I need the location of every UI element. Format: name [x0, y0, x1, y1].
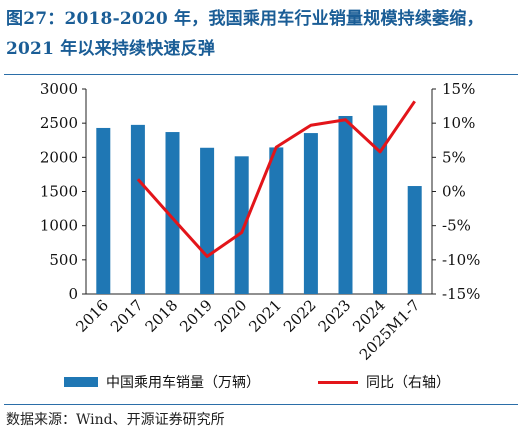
- legend: 中国乘用车销量（万辆） 同比（右轴）: [0, 372, 522, 394]
- left-axis-tick-label: 1500: [40, 183, 78, 201]
- left-axis-tick-label: 2500: [40, 114, 78, 132]
- bar: [407, 186, 422, 294]
- right-axis-tick-label: 15%: [442, 80, 475, 98]
- x-axis-tick-label: 2018: [142, 296, 182, 336]
- bar: [303, 133, 318, 294]
- yoy-line: [136, 100, 416, 258]
- right-axis-tick-label: -15%: [442, 285, 480, 303]
- right-axis-tick-label: 5%: [442, 148, 466, 166]
- right-axis-tick-label: 0%: [442, 183, 466, 201]
- legend-label-bars: 中国乘用车销量（万辆）: [106, 375, 260, 391]
- legend-item-line: 同比（右轴）: [318, 372, 450, 392]
- x-axis-tick-label: 2022: [280, 296, 320, 336]
- x-axis-tick-label: 2023: [315, 296, 355, 336]
- x-axis-tick-label: 2020: [211, 296, 251, 336]
- title-divider: [4, 74, 518, 75]
- bar: [130, 124, 145, 294]
- source-divider: [4, 404, 518, 405]
- x-axis-tick-label: 2021: [245, 296, 285, 336]
- left-axis-tick-label: 500: [49, 251, 78, 269]
- bar: [96, 127, 111, 294]
- right-axis-tick-label: -5%: [442, 217, 471, 235]
- bar: [338, 115, 353, 294]
- x-axis-tick-label: 2016: [72, 296, 112, 336]
- right-axis-tick-label: 10%: [442, 114, 475, 132]
- source-note: 数据来源：Wind、开源证券研究所: [6, 412, 225, 428]
- bar: [200, 147, 215, 294]
- x-axis-tick-label: 2019: [176, 296, 216, 336]
- left-axis-tick-label: 1000: [40, 217, 78, 235]
- bar: [165, 132, 180, 294]
- left-axis-tick-label: 3000: [40, 80, 78, 98]
- x-axis-tick-label: 2017: [107, 296, 147, 336]
- bar: [269, 147, 284, 294]
- chart-title: 图27：2018-2020 年，我国乘用车行业销量规模持续萎缩，2021 年以来…: [6, 9, 484, 59]
- right-axis-tick-label: -10%: [442, 251, 480, 269]
- left-axis-tick-label: 0: [68, 285, 78, 303]
- legend-label-line: 同比（右轴）: [366, 375, 450, 391]
- bar: [234, 156, 249, 294]
- left-axis-tick-label: 2000: [40, 148, 78, 166]
- bar: [373, 105, 388, 295]
- legend-swatch-line: [318, 380, 358, 384]
- legend-swatch-bar: [64, 377, 98, 387]
- legend-item-bars: 中国乘用车销量（万辆）: [64, 372, 260, 392]
